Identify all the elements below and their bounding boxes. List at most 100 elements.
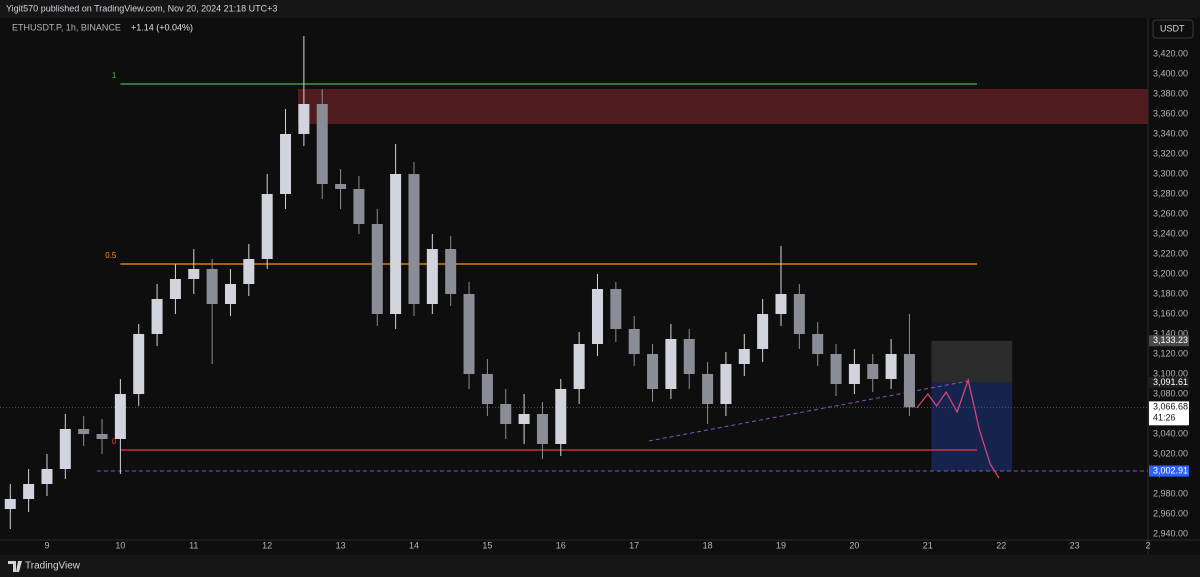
footer-bar [0,555,1200,577]
candle-body [390,174,402,314]
candle-body [903,354,915,408]
x-tick-label: 17 [629,540,639,550]
y-tick-label: 3,180.00 [1153,288,1188,298]
candle-body [848,364,860,384]
candle-body [720,364,732,404]
y-tick-label: 3,300.00 [1153,168,1188,178]
candle-body [206,269,218,304]
candle-body [96,434,108,439]
candle-body [133,334,145,394]
x-tick-label: 14 [409,540,419,550]
plot [0,36,1148,529]
header-bar [0,0,1200,18]
x-tick-label: 12 [262,540,272,550]
stop-zone [931,340,1013,383]
y-tick-label: 3,320.00 [1153,148,1188,158]
price-label: 3,091.61 [1153,377,1188,387]
candle-body [536,414,548,444]
candle-body [261,194,273,259]
y-tick-label: 3,120.00 [1153,348,1188,358]
candle-body [647,354,659,389]
price-label: 3,002.91 [1153,465,1188,475]
candle-body [353,189,365,224]
y-tick-label: 3,200.00 [1153,268,1188,278]
y-tick-label: 3,100.00 [1153,368,1188,378]
candle-body [224,284,236,304]
y-tick-label: 2,960.00 [1153,508,1188,518]
candle-body [335,184,347,189]
y-tick-label: 3,040.00 [1153,428,1188,438]
symbol: ETHUSDT.P, 1h, BINANCE [12,22,121,32]
candle-body [683,339,695,374]
x-tick-label: 11 [189,540,198,550]
candle-body [78,429,90,434]
candle-body [4,499,16,509]
fib-label: 1 [112,71,117,80]
candle-body [830,354,842,384]
candle-body [481,374,493,404]
price-label: 3,133.23 [1153,335,1188,345]
x-tick-label: 16 [556,540,566,550]
y-tick-label: 3,260.00 [1153,208,1188,218]
candle-body [628,329,640,354]
candle-body [702,374,714,404]
price-label-box [1149,335,1189,347]
change: +1.14 (+0.04%) [131,22,193,32]
supply-zone [298,89,1148,124]
y-tick-label: 3,360.00 [1153,108,1188,118]
y-tick-label: 3,380.00 [1153,88,1188,98]
price-label-box [1149,465,1189,477]
x-tick-label: 9 [44,540,49,550]
candle-body [867,364,879,379]
candle-body [610,289,622,329]
y-tick-label: 3,420.00 [1153,48,1188,58]
candle-body [738,349,750,364]
candle-body [445,249,457,294]
projection [916,377,1000,479]
candle-body [41,469,53,484]
candle-body [408,174,420,304]
candle-body [500,404,512,424]
candle-body [463,294,475,374]
candle-body [23,484,35,499]
y-tick-label: 3,280.00 [1153,188,1188,198]
candle-body [280,134,292,194]
price-label-box [1149,401,1189,426]
currency[interactable]: USDT [1160,23,1185,33]
brand: TradingView [25,561,81,572]
candle-body [243,259,255,284]
y-tick-label: 3,400.00 [1153,68,1188,78]
candle-body [426,249,438,304]
publisher: Yigit570 published on TradingView.com, N… [6,3,277,13]
candle-body [591,289,603,344]
candle-body [812,334,824,354]
x-tick-label: 23 [1070,540,1080,550]
y-tick-label: 3,160.00 [1153,308,1188,318]
candle-body [573,344,585,389]
candle-body [371,224,383,314]
x-tick-label: 22 [996,540,1006,550]
x-tick-label: 19 [776,540,786,550]
candle-body [775,294,787,314]
candle-body [169,279,181,299]
price-label: 3,066.68 [1153,402,1188,412]
x-tick-label: 13 [336,540,346,550]
x-tick-label: 20 [849,540,859,550]
candle-body [885,354,897,379]
candle-body [59,429,71,469]
fib-label: 0.5 [105,251,117,260]
y-tick-label: 3,140.00 [1153,328,1188,338]
y-tick-label: 3,020.00 [1153,448,1188,458]
candle-body [793,294,805,334]
y-tick-label: 3,340.00 [1153,128,1188,138]
y-tick-label: 3,220.00 [1153,248,1188,258]
x-tick-label: 2 [1145,540,1150,550]
y-tick-label: 3,240.00 [1153,228,1188,238]
x-tick-label: 21 [923,540,933,550]
candle-body [665,339,677,389]
currency-box[interactable] [1152,19,1194,39]
logo [8,561,22,572]
y-tick-label: 2,940.00 [1153,528,1188,538]
